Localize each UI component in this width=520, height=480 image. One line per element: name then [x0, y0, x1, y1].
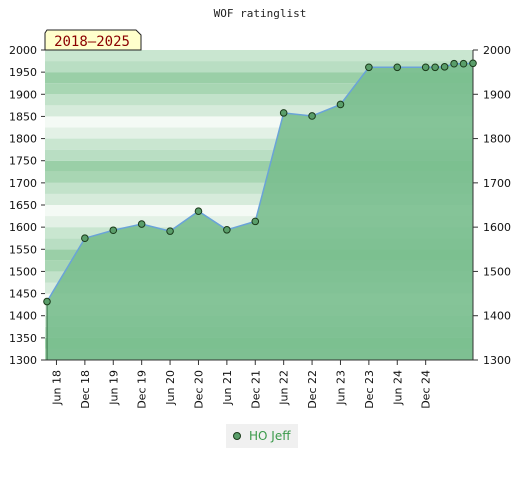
data-point	[393, 63, 402, 72]
y-tick-label-left: 1950	[9, 66, 37, 79]
y-tick-label-right: 1800	[483, 133, 511, 146]
y-tick-label-left: 1650	[9, 199, 37, 212]
chart-title: WOF ratinglist	[214, 7, 307, 20]
y-tick-label-right: 1300	[483, 354, 511, 367]
y-tick-label-left: 1400	[9, 310, 37, 323]
x-tick-label: Jun 23	[334, 370, 347, 406]
background-band	[45, 149, 473, 161]
x-tick-label: Dec 18	[79, 370, 92, 409]
data-point	[43, 297, 51, 306]
y-tick-label-left: 1800	[9, 133, 37, 146]
data-point	[336, 100, 345, 109]
data-point	[251, 217, 260, 226]
data-point	[223, 226, 231, 234]
data-point	[308, 112, 316, 120]
y-axis-left: 1300 1350 1400 1450 1500 1550 1600 1650 1700 1750…	[9, 44, 45, 367]
background-band	[45, 72, 473, 84]
x-tick-label: Jun 24	[391, 370, 404, 406]
x-axis: Jun 18 Dec 18 Jun 19 Dec 19 Jun 20 Dec 20 Jun …	[45, 359, 473, 409]
x-tick-label: Dec 19	[136, 370, 149, 409]
y-tick-label-left: 1700	[9, 177, 37, 190]
y-tick-label-right: 2000	[483, 44, 511, 57]
x-tick-label: Dec 23	[363, 370, 376, 409]
y-tick-label-left: 1300	[9, 354, 37, 367]
data-point	[469, 59, 477, 68]
data-point	[137, 220, 146, 228]
data-point	[109, 226, 118, 235]
y-tick-label-right: 1900	[483, 88, 511, 101]
data-point	[279, 109, 288, 117]
y-tick-label-left: 2000	[9, 44, 37, 57]
y-tick-label-right: 1600	[483, 221, 511, 234]
y-axis-right: 1300 1400 1500 1600 1700 1800 1900 2000	[472, 44, 511, 367]
background-band	[45, 138, 473, 150]
legend[interactable]: HO Jeff	[226, 424, 298, 448]
data-point	[459, 59, 468, 68]
data-point	[81, 234, 89, 243]
background-band	[45, 94, 473, 106]
y-tick-label-left: 1350	[9, 332, 37, 345]
data-point	[440, 63, 449, 71]
data-point	[166, 227, 174, 235]
x-tick-label: Jun 20	[164, 370, 177, 406]
x-tick-label: Jun 21	[221, 370, 234, 406]
range-label-box: 2018–2025	[44, 29, 142, 51]
x-tick-label: Dec 21	[249, 370, 262, 409]
background-band	[45, 182, 473, 194]
background-band	[45, 83, 473, 95]
background-band	[45, 50, 473, 62]
x-tick-label: Jun 18	[50, 370, 63, 406]
data-point	[194, 207, 203, 215]
data-point	[421, 63, 430, 72]
data-point	[431, 63, 439, 72]
legend-series-name: HO Jeff	[249, 429, 291, 443]
background-band	[45, 105, 473, 117]
legend-marker-icon	[233, 432, 241, 440]
data-points	[43, 59, 477, 306]
y-tick-label-left: 1550	[9, 243, 37, 256]
background-band	[45, 127, 473, 139]
background-band	[45, 61, 473, 73]
x-tick-label: Jun 19	[107, 370, 120, 406]
y-tick-label-left: 1450	[9, 288, 37, 301]
x-tick-label: Dec 24	[420, 370, 433, 409]
background-band	[45, 116, 473, 128]
y-tick-label-left: 1900	[9, 88, 37, 101]
data-point	[450, 59, 458, 68]
x-tick-label: Dec 20	[192, 370, 205, 409]
y-tick-label-right: 1400	[483, 310, 511, 323]
y-tick-label-left: 1850	[9, 110, 37, 123]
background-band	[45, 160, 473, 172]
background-band	[45, 171, 473, 183]
range-label: 2018–2025	[54, 34, 130, 50]
y-tick-label-left: 1600	[9, 221, 37, 234]
background-band	[45, 193, 473, 205]
series-area	[47, 63, 473, 361]
x-tick-label: Dec 22	[306, 370, 319, 409]
y-tick-label-left: 1750	[9, 155, 37, 168]
data-point	[365, 63, 373, 72]
y-tick-label-left: 1500	[9, 265, 37, 278]
y-tick-label-right: 1500	[483, 265, 511, 278]
y-tick-label-right: 1700	[483, 177, 511, 190]
x-tick-label: Jun 22	[278, 370, 291, 406]
